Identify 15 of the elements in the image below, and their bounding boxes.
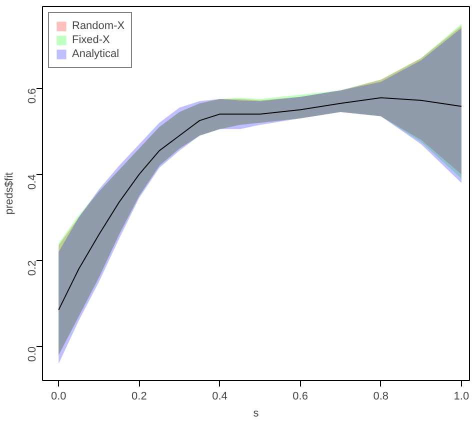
- x-tick-label: 0.2: [132, 390, 147, 402]
- y-axis-title: preds$fit: [4, 172, 16, 215]
- y-tick-label: 0.6: [26, 88, 38, 104]
- x-tick-label: 0.0: [50, 390, 66, 402]
- x-tick-label: 0.6: [292, 390, 308, 402]
- y-tick-label: 0.4: [26, 174, 38, 190]
- legend-label: Fixed-X: [72, 33, 110, 47]
- y-tick-label: 0.2: [26, 260, 38, 276]
- x-tick-label: 1.0: [454, 390, 470, 402]
- x-tick-label: 0.4: [212, 390, 228, 402]
- legend-label: Random-X: [72, 19, 125, 33]
- x-tick-label: 0.8: [373, 390, 389, 402]
- legend-label: Analytical: [72, 47, 120, 61]
- x-axis-title: s: [253, 408, 260, 420]
- y-tick-label: 0.0: [26, 346, 38, 362]
